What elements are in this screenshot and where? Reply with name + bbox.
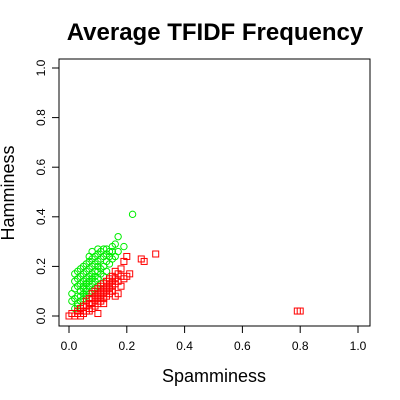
x-tick-label: 0.8 bbox=[292, 339, 309, 353]
x-tick-label: 0.6 bbox=[234, 339, 251, 353]
spam-point bbox=[153, 251, 159, 257]
y-tick-label: 0.0 bbox=[34, 307, 48, 324]
y-tick-label: 1.0 bbox=[34, 59, 48, 76]
chart-title: Average TFIDF Frequency bbox=[67, 19, 364, 46]
ham-point bbox=[129, 211, 135, 217]
y-tick-label: 0.6 bbox=[34, 159, 48, 176]
ham-point bbox=[121, 243, 127, 249]
x-tick-label: 0.2 bbox=[118, 339, 135, 353]
spam-point bbox=[95, 311, 101, 317]
data-points bbox=[66, 211, 303, 319]
ham-point bbox=[103, 268, 109, 274]
y-tick-label: 0.2 bbox=[34, 258, 48, 275]
x-axis: 0.0 0.2 0.4 0.6 0.8 1.0 bbox=[61, 326, 367, 353]
x-axis-label: Spamminess bbox=[162, 366, 266, 386]
x-tick-label: 0.0 bbox=[61, 339, 78, 353]
y-tick-label: 0.4 bbox=[34, 208, 48, 225]
y-axis-label: Hamminess bbox=[0, 145, 18, 240]
y-axis: 0.0 0.2 0.4 0.6 0.8 1.0 bbox=[34, 59, 59, 324]
y-tick-label: 0.8 bbox=[34, 109, 48, 126]
x-tick-label: 1.0 bbox=[350, 339, 367, 353]
x-tick-label: 0.4 bbox=[176, 339, 193, 353]
ham-point bbox=[115, 233, 121, 239]
